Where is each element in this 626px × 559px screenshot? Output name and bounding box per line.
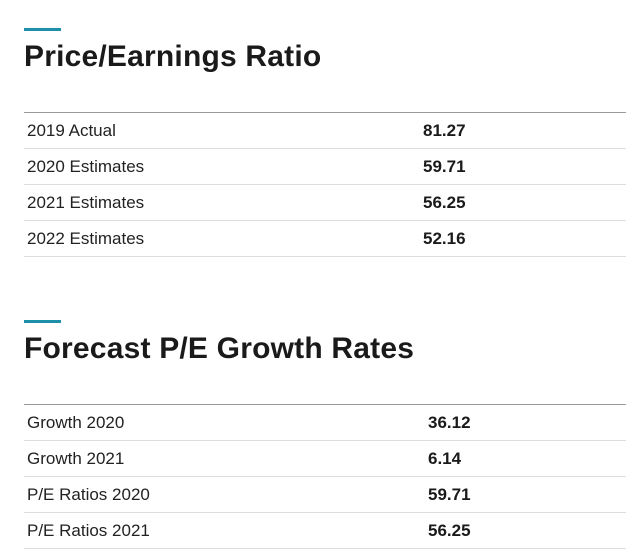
row-value: 59.71 xyxy=(428,485,471,504)
growth-rates-table: Growth 2020 36.12 Growth 2021 6.14 P/E R… xyxy=(24,404,626,549)
section-title: Forecast P/E Growth Rates xyxy=(24,332,415,365)
row-value: 56.25 xyxy=(423,193,466,212)
table-row: Growth 2021 6.14 xyxy=(24,441,626,477)
table-row: Growth 2020 36.12 xyxy=(24,405,626,441)
pe-ratio-table: 2019 Actual 81.27 2020 Estimates 59.71 2… xyxy=(24,112,626,257)
row-value: 36.12 xyxy=(428,413,471,432)
row-value: 81.27 xyxy=(423,121,466,140)
row-label: P/E Ratios 2020 xyxy=(27,485,150,504)
table-row: 2022 Estimates 52.16 xyxy=(24,221,626,257)
section-accent-bar xyxy=(24,28,61,31)
row-label: P/E Ratios 2021 xyxy=(27,521,150,540)
row-value: 52.16 xyxy=(423,229,466,248)
row-value: 59.71 xyxy=(423,157,466,176)
row-label: 2020 Estimates xyxy=(27,157,145,176)
row-label: Growth 2020 xyxy=(27,413,125,432)
row-label: 2021 Estimates xyxy=(27,193,145,212)
table-row: 2020 Estimates 59.71 xyxy=(24,149,626,185)
section-title: Price/Earnings Ratio xyxy=(24,40,322,73)
table-row: P/E Ratios 2020 59.71 xyxy=(24,477,626,513)
row-label: Growth 2021 xyxy=(27,449,125,468)
table-row: 2019 Actual 81.27 xyxy=(24,113,626,149)
row-value: 6.14 xyxy=(428,449,462,468)
row-label: 2019 Actual xyxy=(27,121,116,140)
row-label: 2022 Estimates xyxy=(27,229,145,248)
row-value: 56.25 xyxy=(428,521,471,540)
table-row: P/E Ratios 2021 56.25 xyxy=(24,513,626,549)
table-row: 2021 Estimates 56.25 xyxy=(24,185,626,221)
section-accent-bar xyxy=(24,320,61,323)
